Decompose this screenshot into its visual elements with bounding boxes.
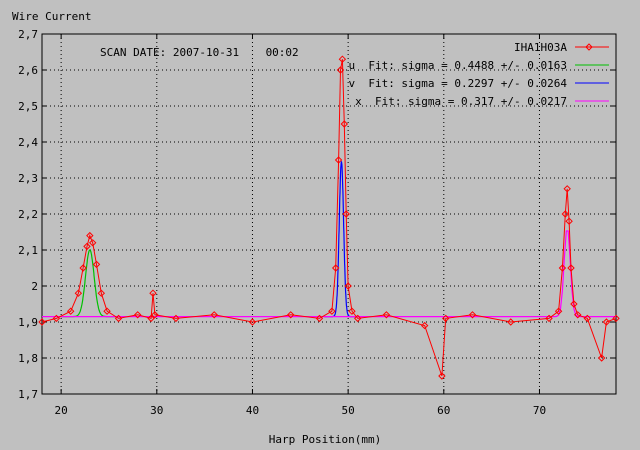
data-point xyxy=(147,314,155,323)
data-point xyxy=(66,307,75,315)
scan-date-annotation: SCAN DATE: 2007-10-31 00:02 xyxy=(100,46,299,59)
data-point xyxy=(565,217,573,225)
data-point xyxy=(507,318,515,326)
series-layer xyxy=(38,55,620,380)
data-point xyxy=(583,314,592,323)
fit-curve-3 xyxy=(42,230,616,318)
legend-label-u-fit: u Fit: sigma = 0.4488 +/- 0.0163 xyxy=(348,59,567,72)
x-tick-label: 40 xyxy=(246,404,259,417)
data-line-iha1h03a xyxy=(41,59,617,377)
data-point xyxy=(97,289,106,297)
y-tick-label: 1,9 xyxy=(18,316,38,329)
data-point xyxy=(328,307,336,315)
data-point xyxy=(561,210,570,218)
legend-marker-iha1h03a xyxy=(585,43,593,51)
data-point xyxy=(382,311,391,319)
data-point xyxy=(612,314,620,323)
data-point xyxy=(597,354,606,362)
data-point xyxy=(336,66,345,74)
data-point xyxy=(172,314,180,323)
x-axis-label: Harp Position(mm) xyxy=(269,433,382,446)
data-point xyxy=(338,55,347,63)
data-point xyxy=(334,156,343,164)
legend-label-x-fit: x Fit: sigma = 0.317 +/- 0.0217 xyxy=(355,95,567,108)
y-tick-label: 1,8 xyxy=(18,352,38,365)
data-point xyxy=(574,311,582,319)
data-point xyxy=(86,231,94,240)
data-point xyxy=(420,321,429,330)
y-tick-label: 2,7 xyxy=(18,28,38,41)
y-tick-label: 2,2 xyxy=(18,208,38,221)
data-point xyxy=(114,314,123,323)
x-tick-label: 20 xyxy=(55,404,68,417)
axis-ticks: 20 30 40 50 60 70 1,7 1,8 1,9 2 2,1 2,2 2,3 2,4 2,5 2,6… xyxy=(18,28,616,417)
data-point xyxy=(210,311,218,319)
data-point xyxy=(79,264,87,272)
x-tick-label: 30 xyxy=(150,404,163,417)
data-point xyxy=(438,372,446,380)
data-point xyxy=(315,314,324,323)
data-point xyxy=(83,242,91,251)
y-tick-label: 2,6 xyxy=(18,64,38,77)
data-point xyxy=(468,311,477,319)
data-point xyxy=(92,260,101,269)
data-point xyxy=(287,311,295,319)
grid xyxy=(42,33,616,395)
y-tick-label: 2,3 xyxy=(18,172,38,185)
data-point xyxy=(149,289,157,297)
y-tick-label: 2,4 xyxy=(18,136,38,149)
data-point xyxy=(554,307,563,315)
data-point xyxy=(567,264,575,272)
data-point xyxy=(103,307,111,315)
data-point xyxy=(353,314,362,323)
data-point xyxy=(340,120,349,128)
data-point xyxy=(331,264,340,272)
data-point xyxy=(133,311,142,319)
data-point xyxy=(545,314,553,323)
data-point xyxy=(248,318,257,326)
plot-area xyxy=(41,33,617,395)
x-tick-label: 50 xyxy=(342,404,355,417)
y-tick-label: 2,1 xyxy=(18,244,38,257)
legend-label-iha1h03a: IHA1H03A xyxy=(514,41,567,54)
legend: IHA1H03A u Fit: sigma = 0.4488 +/- 0.016… xyxy=(348,41,609,108)
x-tick-label: 70 xyxy=(533,404,546,417)
data-point xyxy=(52,314,61,323)
data-point xyxy=(602,318,611,326)
y-tick-label: 2,5 xyxy=(18,100,38,113)
data-point xyxy=(88,239,97,247)
data-point xyxy=(38,318,46,326)
data-point xyxy=(570,300,578,308)
data-point xyxy=(442,314,450,323)
y-axis-label: Wire Current xyxy=(12,10,91,23)
data-point xyxy=(558,264,567,272)
data-point xyxy=(348,307,356,315)
y-tick-label: 2 xyxy=(31,280,38,293)
y-tick-label: 1,7 xyxy=(18,388,38,401)
data-point xyxy=(342,210,350,218)
x-tick-label: 60 xyxy=(437,404,450,417)
data-point xyxy=(563,185,571,193)
data-point xyxy=(344,282,352,290)
data-point xyxy=(151,311,159,319)
data-point xyxy=(74,289,83,297)
legend-label-v-fit: v Fit: sigma = 0.2297 +/- 0.0264 xyxy=(348,77,567,90)
